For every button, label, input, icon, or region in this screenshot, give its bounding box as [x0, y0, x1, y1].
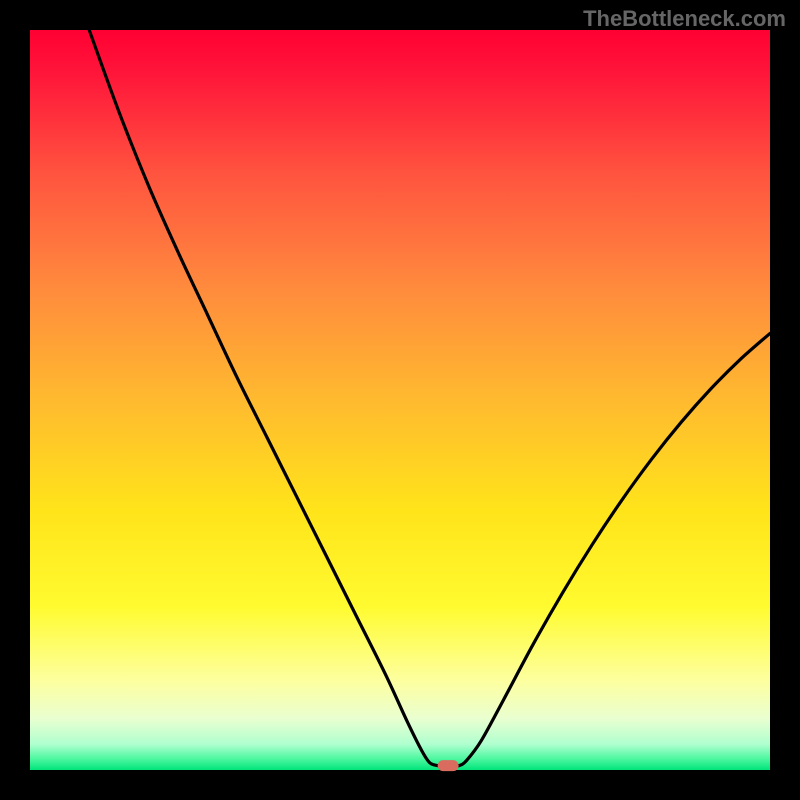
chart-frame: TheBottleneck.com: [0, 0, 800, 800]
watermark-text: TheBottleneck.com: [583, 6, 786, 32]
bottleneck-curve: [89, 30, 770, 766]
optimum-marker: [438, 760, 459, 772]
plot-area: [30, 30, 770, 770]
curve-layer: [30, 30, 770, 770]
